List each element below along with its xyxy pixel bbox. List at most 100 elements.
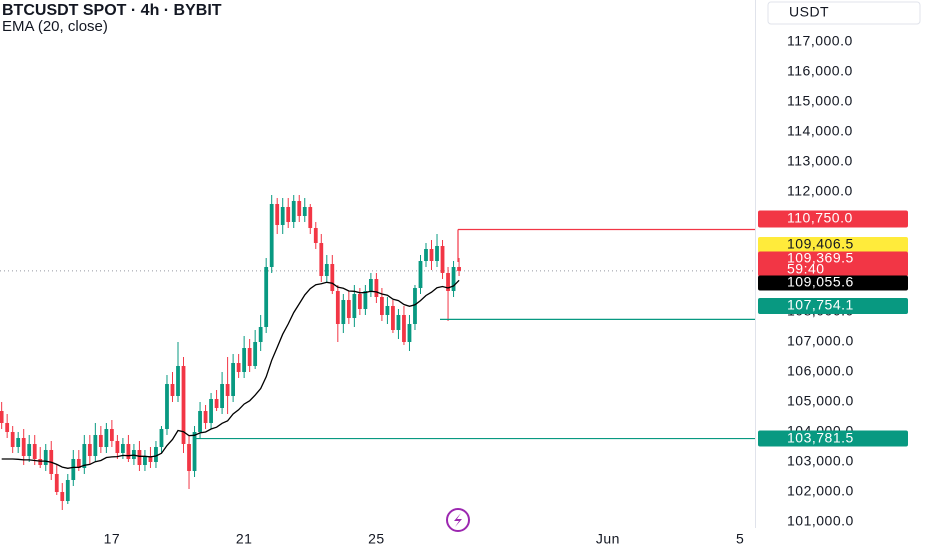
- price-label: 103,781.5: [787, 429, 854, 445]
- candle-body: [176, 366, 180, 396]
- y-tick-label: 107,000.0: [787, 333, 854, 349]
- y-tick-label: 105,000.0: [787, 393, 854, 409]
- candle-body: [137, 450, 142, 465]
- candle-body: [363, 291, 368, 309]
- candle-body: [385, 306, 390, 315]
- currency[interactable]: USDT: [789, 4, 829, 20]
- candle-body: [346, 300, 351, 318]
- price-label-box: [758, 251, 908, 277]
- candle-body: [71, 459, 76, 480]
- candle-body: [38, 459, 43, 465]
- price-label-box: [758, 430, 908, 447]
- candle-body: [330, 264, 335, 291]
- candle-body: [341, 300, 346, 324]
- candle-body: [418, 261, 423, 288]
- candle-body: [192, 432, 197, 471]
- candle-body: [120, 444, 125, 453]
- y-tick-label: 114,000.0: [787, 123, 853, 139]
- candle-body: [391, 306, 395, 330]
- candle-body: [115, 441, 120, 453]
- y-tick-label: 112,000.0: [787, 183, 853, 199]
- candle-body: [165, 384, 169, 429]
- candle-body: [0, 411, 4, 423]
- candle-body: [275, 204, 280, 225]
- candle-body: [60, 492, 65, 501]
- candle-body: [319, 243, 324, 276]
- candle-body: [65, 480, 70, 501]
- x-tick-label: 25: [368, 531, 385, 547]
- candle-body: [407, 324, 412, 342]
- logo-bolt[interactable]: [454, 513, 462, 527]
- candle-body: [220, 384, 224, 408]
- candle-body: [98, 435, 103, 447]
- candle-body: [335, 291, 340, 324]
- candle-body: [21, 438, 26, 456]
- candle-body: [159, 429, 164, 447]
- candle-body: [76, 459, 81, 468]
- candle-body: [402, 315, 406, 342]
- candle-body: [170, 384, 175, 396]
- y-tick-label: 101,000.0: [787, 513, 854, 529]
- price-label-box: [758, 210, 908, 228]
- candle-body: [181, 366, 186, 444]
- candle-body: [429, 249, 434, 261]
- candle-body: [451, 267, 456, 291]
- candle-body: [32, 444, 37, 459]
- price-label: 109,406.5: [787, 236, 854, 252]
- candle-body: [253, 342, 258, 366]
- candle-body: [231, 363, 236, 396]
- y-tick-label: 102,000.0: [787, 483, 854, 499]
- candle-body: [154, 447, 158, 462]
- candle-body: [225, 384, 230, 396]
- candle-body: [187, 444, 191, 471]
- chart-title: BTCUSDT SPOT · 4h · BYBIT: [2, 2, 222, 19]
- candle-body: [82, 444, 87, 468]
- candle-body: [324, 264, 329, 276]
- ema-line: [1, 279, 460, 469]
- candle-body: [374, 279, 379, 297]
- candle-body: [435, 246, 439, 261]
- candle-body: [440, 246, 445, 273]
- candle-body: [54, 474, 59, 492]
- candle-body: [269, 204, 274, 267]
- price-label-box: [758, 275, 908, 291]
- candle-body: [214, 399, 219, 408]
- candle-body: [203, 411, 208, 423]
- candle-body: [280, 207, 285, 225]
- logo[interactable]: [446, 508, 470, 532]
- price-label-box: [758, 237, 908, 253]
- candle-body: [368, 279, 373, 291]
- candle-body: [5, 423, 10, 432]
- candle-body: [380, 297, 384, 315]
- candle-body: [413, 288, 417, 324]
- candle-body: [16, 438, 21, 447]
- candle-body: [236, 363, 241, 372]
- candle-body: [109, 429, 114, 441]
- price-label: 107,754.1: [787, 297, 854, 313]
- candle-body: [286, 207, 291, 222]
- y-tick-label: 106,000.0: [787, 363, 854, 379]
- candle-body: [424, 249, 428, 261]
- candle-body: [457, 267, 461, 271]
- x-tick-label: 21: [236, 531, 253, 547]
- candle-body: [313, 228, 318, 243]
- candle-body: [308, 207, 313, 228]
- y-tick-label: 116,000.0: [787, 63, 853, 79]
- y-tick-label: 117,000.0: [787, 33, 853, 49]
- x-tick-label: 17: [104, 531, 121, 547]
- price-label: 109,369.5: [787, 250, 854, 266]
- y-tick-label: 103,000.0: [787, 453, 854, 469]
- candle-body: [352, 294, 357, 318]
- candle-body: [291, 201, 296, 222]
- candle-body: [27, 444, 32, 456]
- candle-body: [93, 435, 98, 456]
- candle-body: [242, 348, 247, 372]
- currency-box[interactable]: [767, 1, 921, 25]
- candle-body: [143, 456, 147, 465]
- price-label: 110,750.0: [787, 210, 853, 226]
- price-label: 109,055.6: [787, 274, 854, 290]
- price-label-box: [758, 298, 908, 314]
- candle-body: [297, 201, 302, 216]
- x-tick-label: 5: [736, 531, 744, 547]
